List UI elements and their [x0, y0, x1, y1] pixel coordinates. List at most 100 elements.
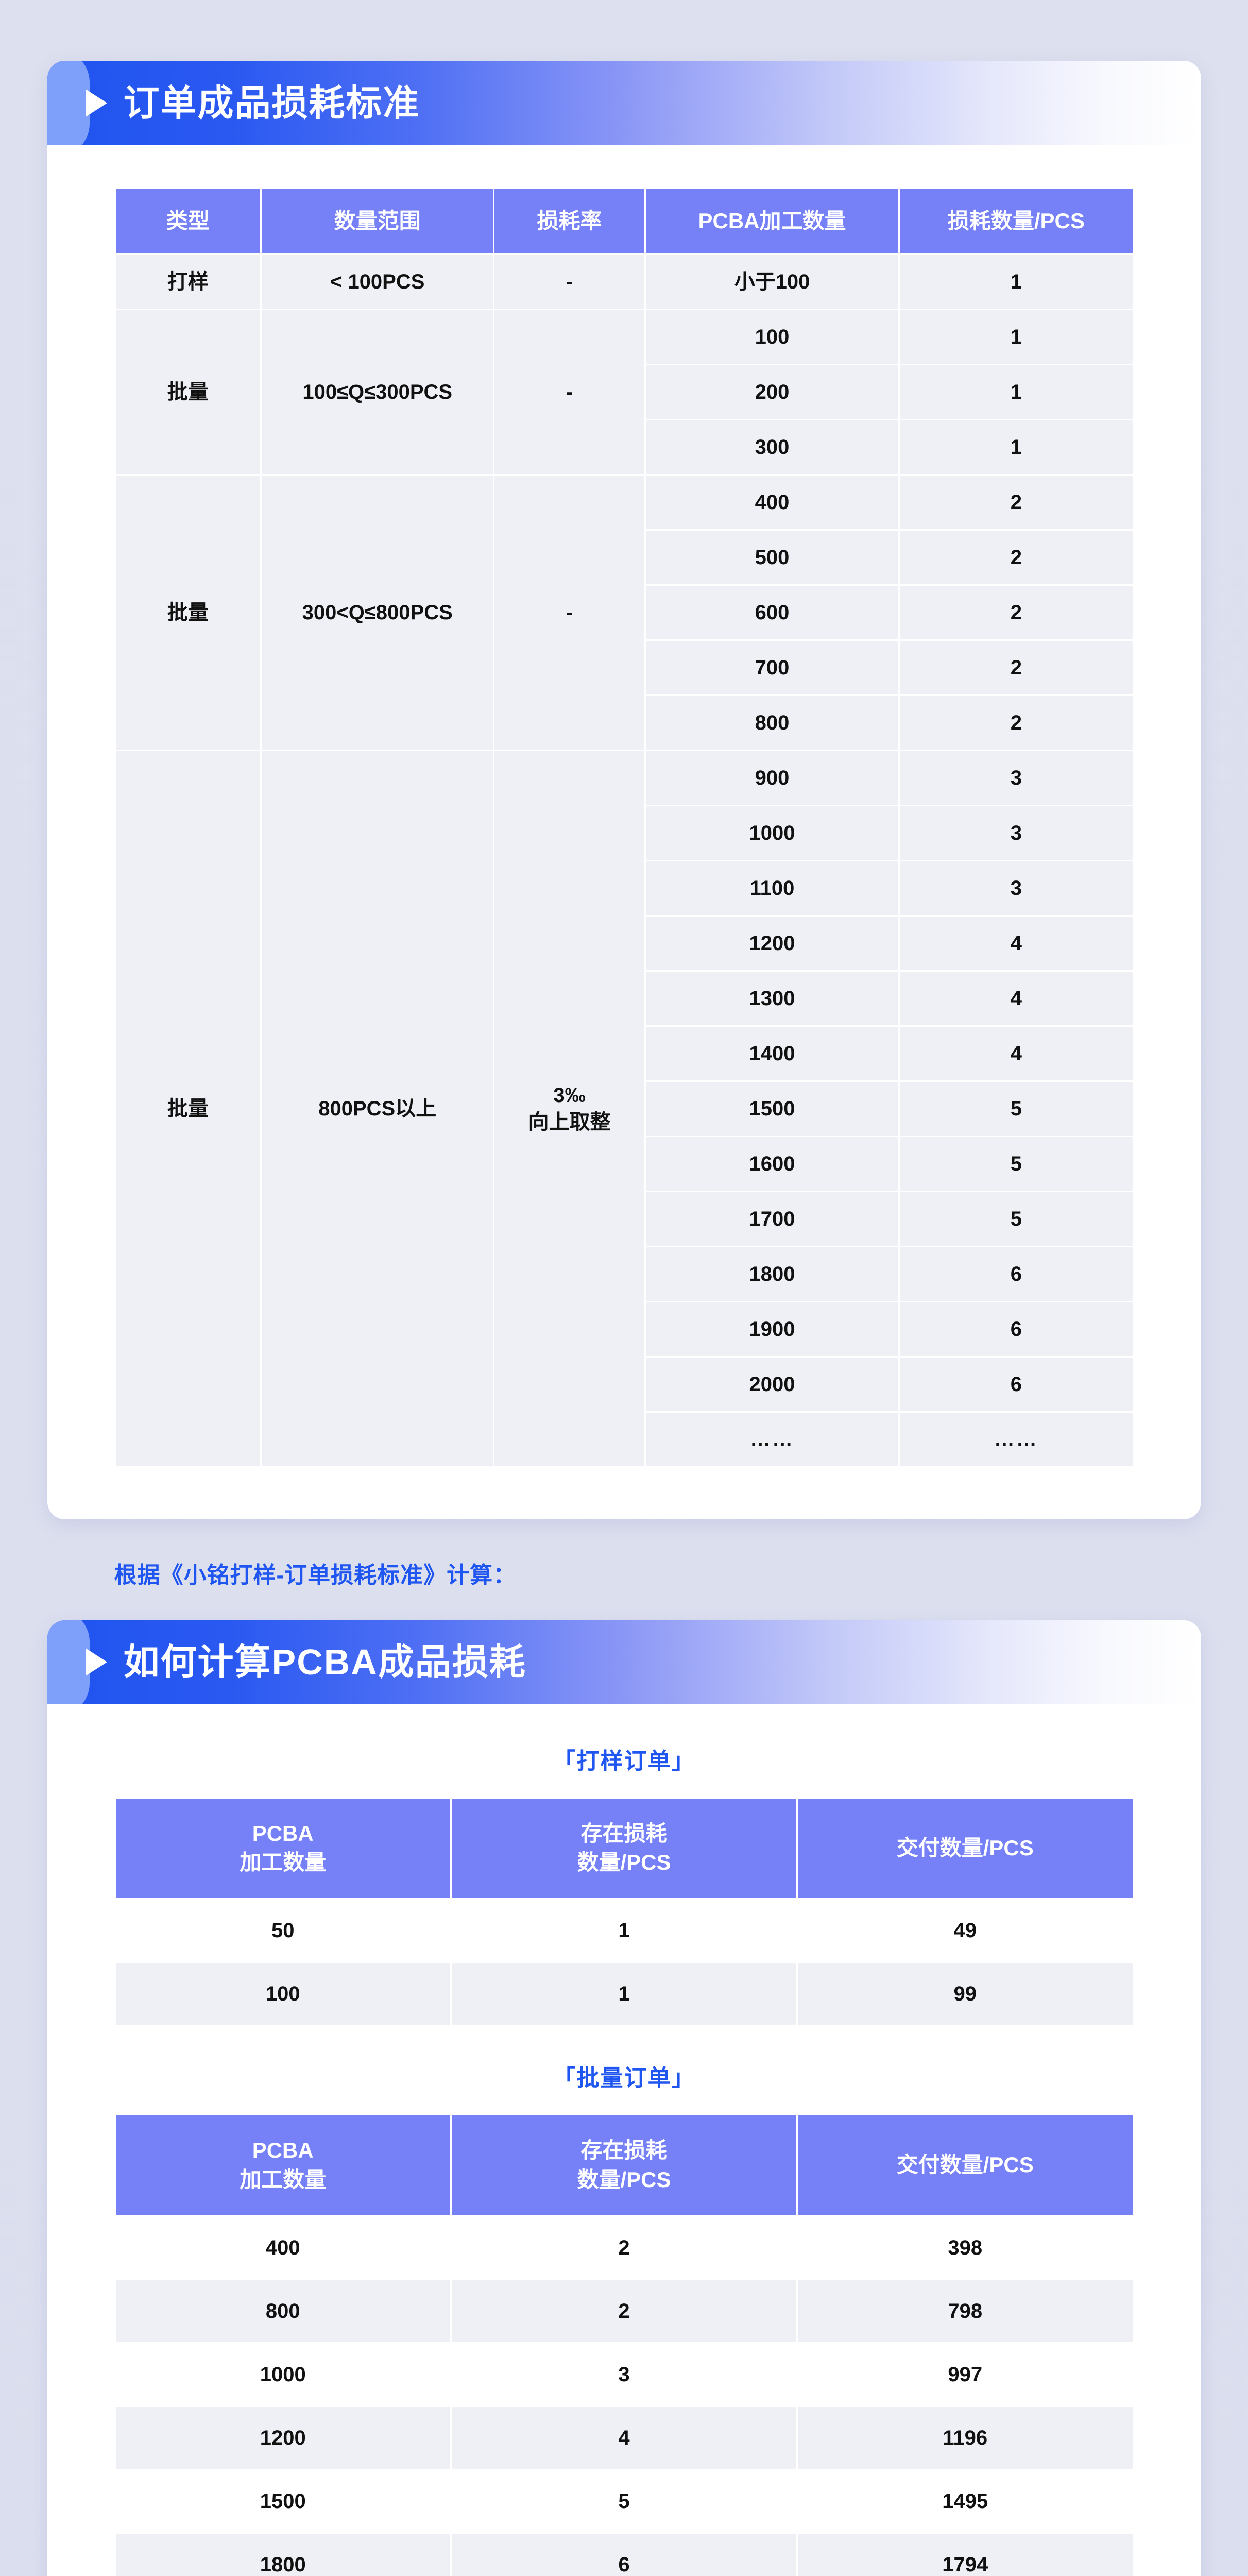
cell-loss-qty: 4 — [900, 971, 1133, 1025]
sub-title-sample-order: 「打样订单」 — [553, 1748, 695, 1774]
table-row: 批量 800PCS以上 3‰ 向上取整 900 3 — [115, 751, 1133, 1466]
cell-rate: - — [494, 255, 644, 309]
table-row: 600 2 — [116, 585, 1133, 639]
cell-pcba-qty: 100 — [645, 310, 899, 364]
cell-loss-qty: 1 — [900, 255, 1133, 309]
table-row: 1500 5 1495 — [115, 2470, 1133, 2532]
cell-type: 打样 — [115, 255, 261, 309]
cell-pcba-qty: 1200 — [645, 916, 899, 970]
cell-pcba-qty: 1100 — [645, 861, 899, 915]
cell-rate: - — [494, 310, 644, 474]
col-header-rate: 损耗率 — [494, 189, 644, 253]
cell-type: 批量 — [115, 751, 261, 1466]
col-header-line2: 数量/PCS — [577, 1850, 671, 1875]
cell-deliver-qty: 798 — [798, 2280, 1133, 2342]
cell-rate: 3‰ 向上取整 — [494, 751, 644, 1466]
cell-loss-qty: 6 — [900, 1357, 1133, 1411]
col-header-line1: PCBA — [252, 2138, 314, 2163]
sub-title-batch-order: 「批量订单」 — [553, 2065, 695, 2091]
col-header-pcba-qty: PCBA 加工数量 — [115, 1798, 450, 1899]
cell-deliver-qty: 997 — [798, 2343, 1133, 2405]
cell-deliver-qty: 1196 — [798, 2406, 1133, 2469]
card2-table-wrap: 「打样订单」 PCBA 加工数量 存在损耗 数量/PCS 交付数量/PCS — [47, 1704, 1201, 2576]
cell-pcba-qty: 300 — [645, 420, 899, 474]
card-how-to-calculate: 如何计算PCBA成品损耗 「打样订单」 PCBA 加工数量 存在损耗 数量/PC… — [47, 1620, 1201, 2576]
card-loss-standard: 订单成品损耗标准 类型 数量范围 损耗率 PCBA加工数量 损耗数量/PCS — [47, 61, 1201, 1519]
table-row: 50 1 49 — [115, 1900, 1133, 1962]
cell-loss-qty: 4 — [900, 916, 1133, 970]
cell-loss-qty: 6 — [900, 1247, 1133, 1301]
col-header-loss-qty: 损耗数量/PCS — [900, 189, 1133, 253]
cell-loss-qty: 2 — [451, 2280, 797, 2342]
cell-loss-qty: 6 — [451, 2533, 797, 2576]
cell-range: 100≤Q≤300PCS — [262, 310, 493, 474]
table-row: 1800 6 — [116, 1247, 1133, 1301]
cell-loss-qty: 1 — [900, 310, 1133, 364]
calculation-basis-caption: 根据《小铭打样-订单损耗标准》计算： — [114, 1562, 517, 1588]
cell-pcba-qty: 1000 — [645, 806, 899, 860]
col-header-range: 数量范围 — [262, 189, 493, 253]
card2-title: 如何计算PCBA成品损耗 — [123, 1642, 526, 1683]
cell-pcba-qty: 1600 — [645, 1137, 899, 1191]
sample-order-table: PCBA 加工数量 存在损耗 数量/PCS 交付数量/PCS 50 1 — [114, 1797, 1134, 2026]
table-row: 打样 < 100PCS - 小于100 1 — [115, 255, 1133, 309]
table-row: 1300 4 — [116, 971, 1133, 1025]
cell-deliver-qty: 1794 — [798, 2533, 1133, 2576]
table-row: 1800 6 1794 — [115, 2533, 1133, 2576]
table-row: 1200 4 1196 — [115, 2406, 1133, 2469]
batch-order-table: PCBA 加工数量 存在损耗 数量/PCS 交付数量/PCS 400 2 — [114, 2114, 1134, 2576]
table-header-row: PCBA 加工数量 存在损耗 数量/PCS 交付数量/PCS — [115, 2115, 1133, 2215]
table-row: 1400 4 — [116, 1026, 1133, 1080]
cell-loss-qty: 5 — [451, 2470, 797, 2532]
cell-loss-qty: 4 — [451, 2406, 797, 2469]
table-row: 1200 4 — [116, 916, 1133, 970]
loss-standard-table: 类型 数量范围 损耗率 PCBA加工数量 损耗数量/PCS 打样 < 100PC… — [114, 187, 1134, 1468]
play-triangle-icon — [85, 89, 107, 117]
table-row: 1500 5 — [116, 1081, 1133, 1136]
cell-loss-qty: 1 — [900, 420, 1133, 474]
cell-loss-qty: 1 — [900, 365, 1133, 419]
cell-deliver-qty: 99 — [798, 1963, 1133, 2025]
col-header-line2: 加工数量 — [240, 1850, 327, 1875]
col-header-pcba-qty: PCBA加工数量 — [645, 189, 899, 253]
cell-pcba-qty: 400 — [645, 475, 899, 529]
table-row: 1700 5 — [116, 1192, 1133, 1246]
col-header-line1: PCBA — [252, 1821, 314, 1845]
cell-pcba-qty: 1900 — [645, 1302, 899, 1356]
cell-pcba-qty: 1800 — [115, 2533, 450, 2576]
col-header-pcba-qty: PCBA 加工数量 — [115, 2115, 450, 2215]
cell-deliver-qty: 49 — [798, 1900, 1133, 1962]
cell-pcba-qty: 1000 — [115, 2343, 450, 2405]
cell-loss-qty: 1 — [451, 1900, 797, 1962]
table-row: …… …… — [116, 1412, 1133, 1466]
col-header-line1: 存在损耗 — [580, 2138, 668, 2163]
table-row: 批量 300<Q≤800PCS - 400 2 — [115, 475, 1133, 750]
cell-pcba-qty: 1400 — [645, 1026, 899, 1080]
card2-header-bar: 如何计算PCBA成品损耗 — [47, 1620, 1201, 1704]
col-header-line1: 存在损耗 — [580, 1821, 668, 1845]
table-row: 800 2 798 — [115, 2280, 1133, 2342]
rate-rounding: 向上取整 — [528, 1110, 611, 1133]
table-row: 1600 5 — [116, 1137, 1133, 1191]
rate-value: 3‰ — [553, 1083, 586, 1107]
table-row: 400 2 398 — [115, 2216, 1133, 2279]
table-row: 2000 6 — [116, 1357, 1133, 1411]
cell-pcba-qty: 800 — [115, 2280, 450, 2342]
cell-loss-qty: …… — [900, 1412, 1133, 1466]
cell-loss-qty: 2 — [900, 696, 1133, 750]
cell-pcba-qty: 1200 — [115, 2406, 450, 2469]
cell-pcba-qty: …… — [645, 1412, 899, 1466]
cell-loss-qty: 5 — [900, 1137, 1133, 1191]
card1-table-wrap: 类型 数量范围 损耗率 PCBA加工数量 损耗数量/PCS 打样 < 100PC… — [47, 145, 1201, 1519]
cell-pcba-qty: 800 — [645, 696, 899, 750]
cell-pcba-qty: 100 — [115, 1963, 450, 2025]
cell-pcba-qty: 500 — [645, 530, 899, 584]
cell-loss-qty: 2 — [451, 2216, 797, 2279]
cell-loss-qty: 3 — [451, 2343, 797, 2405]
table-row: 1000 3 — [116, 806, 1133, 860]
cell-loss-qty: 3 — [900, 861, 1133, 915]
cell-pcba-qty: 700 — [645, 640, 899, 694]
cell-loss-qty: 2 — [900, 585, 1133, 639]
cell-pcba-qty: 1800 — [645, 1247, 899, 1301]
cell-loss-qty: 5 — [900, 1192, 1133, 1246]
